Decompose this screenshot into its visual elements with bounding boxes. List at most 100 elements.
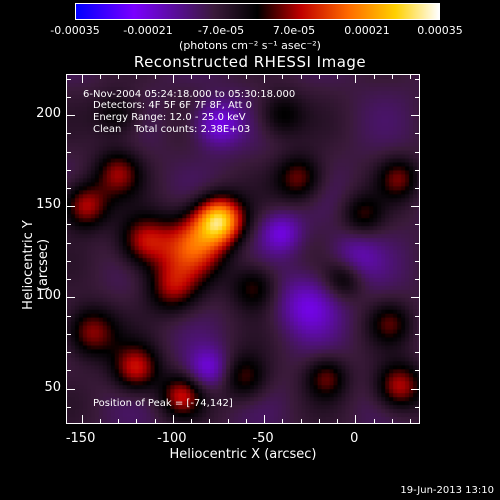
- x-tick-mark: [410, 75, 412, 79]
- y-tick-label: 200: [36, 106, 61, 122]
- info-line-clean: Clean Total counts: 2.38E+03: [93, 124, 251, 135]
- x-tick-mark: [391, 419, 393, 423]
- y-tick-mark: [415, 406, 419, 408]
- info-line-energy: Energy Range: 12.0 - 25.0 keV: [93, 112, 246, 123]
- x-tick-mark: [172, 75, 174, 83]
- y-tick-label: 100: [36, 288, 61, 304]
- x-tick-mark: [264, 75, 266, 83]
- x-tick-mark: [99, 419, 101, 423]
- y-tick-mark: [415, 78, 419, 80]
- x-tick-mark: [337, 75, 339, 79]
- x-tick-mark: [81, 415, 83, 423]
- date-stamp: 19-Jun-2013 13:10: [400, 485, 494, 496]
- image-plot-area: 6-Nov-2004 05:24:18.000 to 05:30:18.000 …: [66, 74, 420, 424]
- y-tick-mark: [411, 206, 419, 208]
- x-tick-mark: [118, 75, 120, 79]
- x-tick-mark: [191, 75, 193, 79]
- colorbar-tick-label: 0.00021: [344, 24, 390, 37]
- colorbar-tick-label: -0.00035: [50, 24, 100, 37]
- y-tick-mark: [415, 352, 419, 354]
- y-tick-mark: [415, 133, 419, 135]
- x-tick-mark: [410, 419, 412, 423]
- y-tick-mark: [411, 297, 419, 299]
- x-tick-mark: [209, 75, 211, 79]
- x-tick-mark: [209, 419, 211, 423]
- info-line-time: 6-Nov-2004 05:24:18.000 to 05:30:18.000: [83, 89, 296, 100]
- colorbar-tick-label: 0.00035: [417, 24, 463, 37]
- y-tick-mark: [415, 242, 419, 244]
- y-tick-mark: [415, 151, 419, 153]
- x-tick-label: -50: [252, 431, 274, 446]
- y-tick-mark: [415, 279, 419, 281]
- y-tick-mark: [67, 133, 71, 135]
- x-tick-label: -150: [65, 431, 96, 446]
- x-tick-mark: [118, 419, 120, 423]
- colorbar-tick-label: -7.0e-05: [197, 24, 245, 37]
- x-tick-mark: [227, 419, 229, 423]
- x-tick-mark: [318, 419, 320, 423]
- y-tick-mark: [67, 388, 75, 390]
- y-tick-mark: [67, 279, 71, 281]
- y-tick-mark: [415, 169, 419, 171]
- y-tick-mark: [67, 242, 71, 244]
- y-tick-mark: [415, 370, 419, 372]
- y-axis-label: Heliocentric Y (arcsec): [21, 220, 51, 310]
- y-tick-mark: [411, 388, 419, 390]
- x-tick-label: -100: [157, 431, 187, 446]
- x-tick-mark: [172, 415, 174, 423]
- x-tick-mark: [245, 419, 247, 423]
- y-tick-label: 150: [36, 197, 61, 213]
- y-tick-mark: [67, 406, 71, 408]
- colorbar: [75, 3, 440, 20]
- y-tick-mark: [67, 260, 71, 262]
- x-tick-mark: [154, 75, 156, 79]
- y-tick-mark: [67, 333, 71, 335]
- y-tick-mark: [67, 315, 71, 317]
- y-tick-mark: [67, 206, 75, 208]
- x-tick-mark: [99, 75, 101, 79]
- peak-position-label: Position of Peak = [-74,142]: [93, 398, 233, 409]
- x-tick-mark: [373, 419, 375, 423]
- y-tick-mark: [67, 297, 75, 299]
- y-tick-mark: [67, 151, 71, 153]
- y-tick-mark: [67, 96, 71, 98]
- x-tick-label: 0: [350, 431, 359, 446]
- plot-title: Reconstructed RHESSI Image: [133, 53, 367, 71]
- x-tick-mark: [282, 75, 284, 79]
- x-tick-mark: [337, 419, 339, 423]
- colorbar-tick-label: -0.00021: [123, 24, 173, 37]
- x-tick-mark: [391, 75, 393, 79]
- x-tick-mark: [300, 75, 302, 79]
- info-line-detectors: Detectors: 4F 5F 6F 7F 8F, Att 0: [93, 100, 253, 111]
- x-tick-mark: [154, 419, 156, 423]
- y-tick-mark: [415, 224, 419, 226]
- x-tick-mark: [282, 419, 284, 423]
- y-tick-mark: [67, 370, 71, 372]
- colorbar-units: (photons cm⁻² s⁻¹ asec⁻²): [179, 39, 321, 52]
- y-tick-mark: [415, 333, 419, 335]
- y-tick-mark: [67, 352, 71, 354]
- x-tick-mark: [136, 419, 138, 423]
- x-axis-label: Heliocentric X (arcsec): [169, 447, 317, 462]
- x-tick-mark: [355, 415, 357, 423]
- y-tick-mark: [67, 115, 75, 117]
- x-tick-mark: [355, 75, 357, 83]
- x-tick-mark: [81, 75, 83, 83]
- y-tick-mark: [415, 260, 419, 262]
- y-tick-mark: [415, 315, 419, 317]
- y-tick-mark: [67, 224, 71, 226]
- x-tick-mark: [191, 419, 193, 423]
- y-tick-mark: [415, 188, 419, 190]
- x-tick-mark: [264, 415, 266, 423]
- y-tick-mark: [67, 169, 71, 171]
- y-tick-label: 50: [44, 379, 61, 395]
- y-tick-mark: [415, 96, 419, 98]
- x-tick-mark: [227, 75, 229, 79]
- y-tick-mark: [67, 188, 71, 190]
- x-tick-mark: [318, 75, 320, 79]
- y-tick-mark: [67, 78, 71, 80]
- x-tick-mark: [245, 75, 247, 79]
- x-tick-mark: [373, 75, 375, 79]
- y-tick-mark: [411, 115, 419, 117]
- x-tick-mark: [136, 75, 138, 79]
